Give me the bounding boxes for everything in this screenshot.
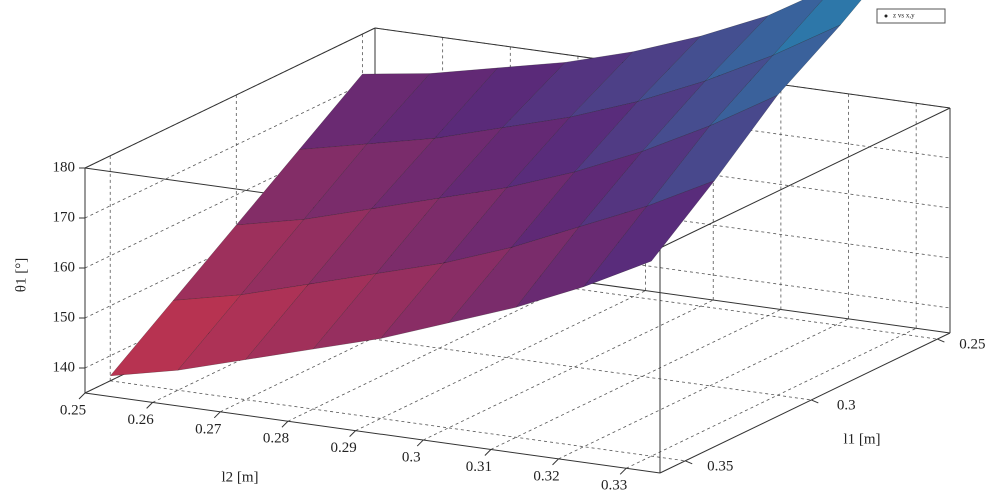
surface: [109, 0, 862, 377]
grid-line: [490, 309, 782, 450]
tick-mark: [349, 430, 356, 438]
x-tick-label: 0.25: [60, 402, 86, 418]
y-tick-label: 0.3: [837, 397, 856, 413]
x-axis-title: l2 [m]: [221, 469, 258, 485]
x-tick-label: 0.28: [263, 431, 289, 447]
y-tick-label: 0.25: [959, 337, 985, 353]
tick-mark: [937, 338, 945, 343]
tick-mark: [619, 467, 627, 475]
tick-mark: [416, 439, 424, 447]
z-tick-label: 180: [53, 159, 76, 175]
tick-mark: [484, 449, 492, 456]
x-tick-label: 0.26: [128, 412, 155, 428]
tick-mark: [281, 420, 289, 428]
tick-mark: [552, 458, 559, 466]
grid-line: [423, 299, 714, 441]
box-edge: [84, 27, 376, 169]
legend-box: [876, 8, 946, 24]
box-edge: [659, 107, 951, 249]
grid-line: [110, 380, 686, 462]
tick-mark: [78, 392, 86, 400]
x-tick-label: 0.33: [601, 478, 627, 494]
z-tick-label: 140: [53, 359, 76, 375]
z-tick-label: 160: [53, 259, 76, 275]
box-edge: [84, 392, 661, 474]
tick-mark: [146, 402, 154, 409]
legend-label: z vs x,y: [893, 12, 915, 20]
z-tick-label: 170: [53, 209, 76, 225]
legend-marker: [884, 14, 888, 18]
tick-mark: [811, 399, 819, 404]
tick-mark: [213, 411, 221, 419]
grid-line: [558, 318, 849, 460]
surface-patch: [583, 180, 716, 288]
z-tick-label: 150: [53, 309, 76, 325]
x-tick-label: 0.27: [195, 421, 222, 437]
tick-mark: [685, 460, 693, 465]
y-tick-label: 0.35: [707, 458, 733, 474]
y-axis-title: l1 [m]: [843, 431, 880, 447]
x-tick-label: 0.29: [330, 440, 356, 456]
box-edge: [659, 332, 951, 474]
x-tick-label: 0.3: [402, 449, 421, 465]
x-tick-label: 0.32: [533, 468, 559, 484]
x-tick-label: 0.31: [466, 459, 492, 475]
z-axis-title: θ1 [°]: [13, 258, 29, 292]
